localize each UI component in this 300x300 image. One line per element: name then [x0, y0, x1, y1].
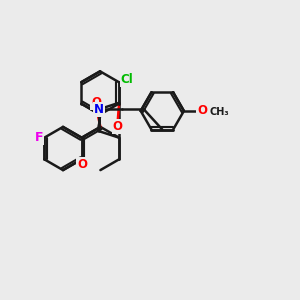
Text: N: N: [94, 103, 103, 116]
Text: O: O: [77, 158, 87, 171]
Text: O: O: [112, 120, 123, 133]
Text: CH₃: CH₃: [210, 106, 230, 116]
Text: O: O: [91, 96, 101, 109]
Text: F: F: [34, 130, 43, 144]
Text: O: O: [197, 104, 207, 117]
Text: Cl: Cl: [121, 73, 134, 85]
